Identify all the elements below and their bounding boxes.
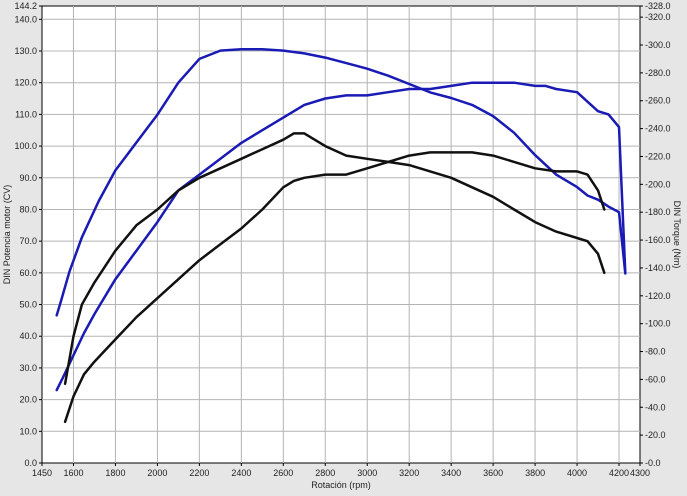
y-left-tick-label: 80.0 (19, 204, 37, 214)
x-tick-label: 3000 (357, 468, 377, 478)
x-tick-label: 4200 (609, 468, 629, 478)
y-right-tick-label: -180.0 (645, 207, 671, 217)
y-left-tick-label: 144.2 (14, 1, 37, 11)
y-axis-right-label: DIN Torque (Nm) (672, 201, 682, 269)
x-tick-label: 2000 (147, 468, 167, 478)
y-left-tick-label: 130.0 (14, 46, 37, 56)
y-left-tick-label: 70.0 (19, 236, 37, 246)
y-left-tick-label: 30.0 (19, 363, 37, 373)
x-tick-label: 3800 (525, 468, 545, 478)
y-left-tick-label: 100.0 (14, 141, 37, 151)
x-tick-label: 2600 (273, 468, 293, 478)
y-left-tick-label: 110.0 (15, 109, 37, 119)
x-tick-label: 1450 (32, 468, 52, 478)
y-axis-left-label: DIN Potencia motor (CV) (2, 185, 12, 285)
x-tick-label: 1600 (63, 468, 83, 478)
y-right-tick-label: -328.0 (645, 1, 671, 11)
y-right-tick-label: -240.0 (645, 124, 671, 134)
x-tick-label: 2800 (315, 468, 335, 478)
y-left-tick-label: 0.0 (24, 458, 37, 468)
series-line-2 (55, 81, 627, 392)
x-tick-label: 3400 (441, 468, 461, 478)
y-right-tick-label: -40.0 (645, 402, 666, 412)
series-line-1 (55, 47, 627, 317)
y-right-tick-label: -120.0 (645, 291, 671, 301)
y-left-tick-label: 10.0 (19, 426, 37, 436)
y-right-tick-label: -80.0 (645, 347, 666, 357)
x-axis-label: Rotación (rpm) (311, 480, 371, 490)
y-right-tick-label: -140.0 (645, 263, 671, 273)
x-tick-label: 3600 (483, 468, 503, 478)
y-right-tick-label: -300.0 (645, 40, 671, 50)
y-right-tick-label: -60.0 (645, 374, 666, 384)
x-tick-label: 2200 (189, 468, 209, 478)
y-right-tick-label: -280.0 (645, 68, 671, 78)
y-right-tick-label: -20.0 (645, 430, 666, 440)
series-line-4 (63, 151, 606, 424)
y-left-tick-label: 90.0 (19, 173, 37, 183)
series-lines (55, 47, 627, 424)
y-left-tick-label: 50.0 (19, 300, 37, 310)
y-left-tick-label: 60.0 (19, 268, 37, 278)
x-tick-label: 2400 (231, 468, 251, 478)
y-left-tick-label: 20.0 (19, 395, 37, 405)
y-right-tick-label: -0.0 (645, 458, 661, 468)
y-right-tick-label: -220.0 (645, 151, 671, 161)
tick-labels: 1450 1600 1800 2000 2200 2400 2600 2800 3000 3200… (14, 1, 670, 478)
y-right-tick-label: -160.0 (645, 235, 671, 245)
x-tick-label: 4300 (630, 468, 650, 478)
series-line-3 (63, 132, 606, 386)
x-tick-label: 3200 (399, 468, 419, 478)
x-tick-label: 1800 (105, 468, 125, 478)
grid-lines (42, 6, 640, 463)
y-left-tick-label: 140.0 (14, 14, 37, 24)
x-tick-label: 4000 (567, 468, 587, 478)
y-right-tick-label: -260.0 (645, 96, 671, 106)
y-left-tick-label: 40.0 (19, 331, 37, 341)
plot-area (41, 5, 641, 464)
y-right-tick-label: -320.0 (645, 12, 671, 22)
y-right-tick-label: -200.0 (645, 179, 671, 189)
y-right-tick-label: -100.0 (645, 319, 671, 329)
y-left-tick-label: 120.0 (14, 78, 37, 88)
